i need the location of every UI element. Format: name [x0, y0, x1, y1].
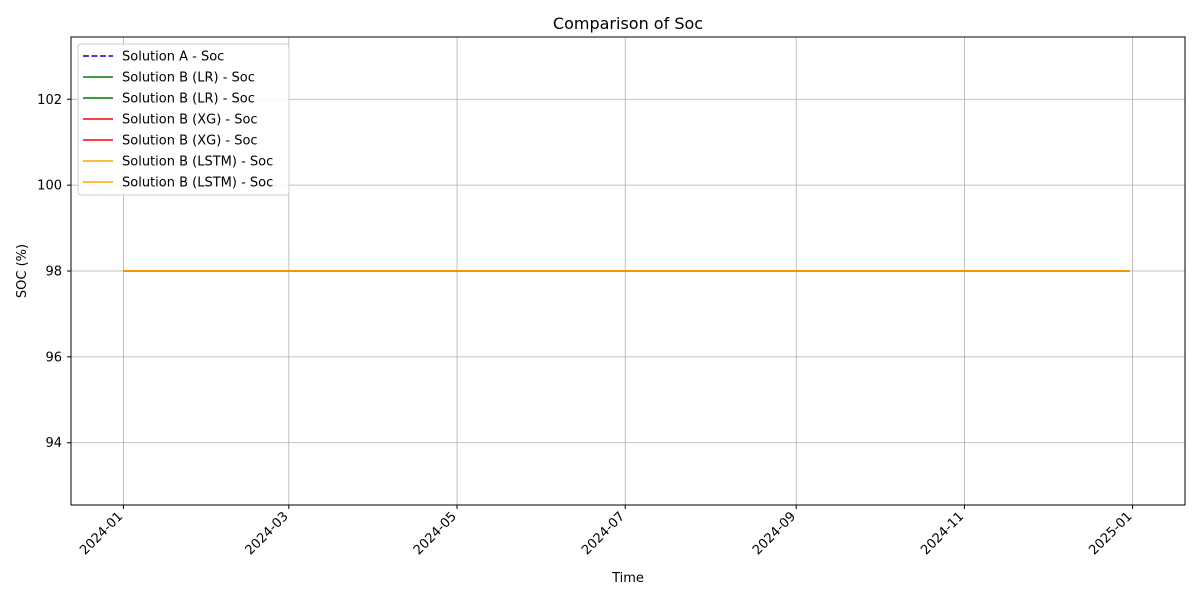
- legend-label: Solution B (LSTM) - Soc: [122, 176, 273, 191]
- legend-label: Solution B (LSTM) - Soc: [122, 155, 273, 170]
- y-tick-label: 96: [45, 350, 62, 365]
- y-axis: 94 96 98 100 102: [37, 93, 71, 451]
- legend: Solution A - Soc Solution B (LR) - Soc Sol…: [77, 43, 290, 196]
- legend-label: Solution B (LR) - Soc: [122, 71, 255, 86]
- y-tick-label: 100: [37, 179, 62, 194]
- y-tick-label: 98: [45, 265, 62, 280]
- legend-label: Solution B (LR) - Soc: [122, 92, 255, 107]
- legend-label: Solution B (XG) - Soc: [122, 113, 258, 128]
- y-axis-label: SOC (%): [15, 244, 30, 298]
- y-tick-label: 94: [45, 436, 62, 451]
- legend-label: Solution A - Soc: [122, 50, 224, 65]
- y-tick-label: 102: [37, 93, 62, 108]
- chart-title: Comparison of Soc: [553, 14, 703, 33]
- legend-box: [77, 43, 290, 196]
- legend-label: Solution B (XG) - Soc: [122, 134, 258, 149]
- x-axis-label: Time: [611, 571, 644, 586]
